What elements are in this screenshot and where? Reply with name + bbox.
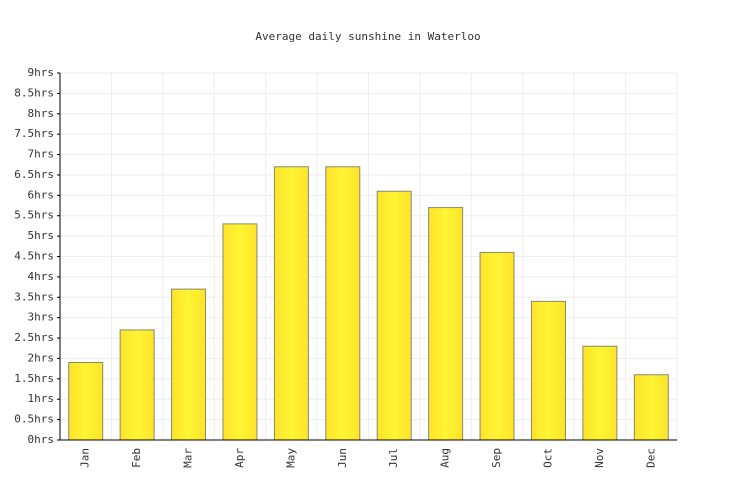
y-tick-label: 7hrs	[28, 148, 55, 161]
x-tick-label: May	[284, 448, 297, 468]
x-tick-label: Mar	[182, 448, 195, 468]
bar	[428, 207, 464, 441]
x-tick-label: Oct	[541, 448, 554, 468]
y-tick-label: 8hrs	[28, 107, 55, 120]
x-tick-label: Nov	[593, 448, 606, 468]
x-tick-label: Jul	[387, 448, 400, 468]
x-tick-label: Jan	[79, 448, 92, 468]
y-tick-label: 5.5hrs	[14, 209, 54, 222]
bar	[582, 345, 618, 441]
y-tick-label: 6.5hrs	[14, 168, 54, 181]
x-tick-label: Sep	[490, 448, 503, 468]
x-tick-label: Feb	[130, 448, 143, 468]
y-tick-label: 0.5hrs	[14, 413, 54, 426]
chart-title: Average daily sunshine in Waterloo	[255, 30, 480, 43]
bar	[171, 288, 207, 441]
bar	[633, 374, 669, 441]
y-tick-label: 1hrs	[28, 392, 55, 405]
x-tick-label: Aug	[439, 448, 452, 468]
y-tick-label: 9hrs	[28, 66, 55, 79]
bar	[325, 166, 361, 441]
bar	[222, 223, 258, 441]
x-tick-label: Jun	[336, 448, 349, 468]
y-tick-label: 3hrs	[28, 311, 55, 324]
y-tick-label: 2.5hrs	[14, 331, 54, 344]
y-tick-label: 4.5hrs	[14, 250, 54, 263]
bar	[273, 166, 309, 441]
x-tick-label: Dec	[644, 448, 657, 468]
y-tick-label: 7.5hrs	[14, 127, 54, 140]
y-tick-label: 2hrs	[28, 351, 55, 364]
y-tick-label: 3.5hrs	[14, 290, 54, 303]
y-tick-label: 0hrs	[28, 433, 55, 446]
y-tick-label: 4hrs	[28, 270, 55, 283]
bar	[479, 251, 515, 441]
bar	[530, 300, 566, 441]
y-tick-label: 1.5hrs	[14, 372, 54, 385]
y-tick-label: 5hrs	[28, 229, 55, 242]
y-tick-label: 6hrs	[28, 188, 55, 201]
bar	[119, 329, 155, 441]
bar	[376, 190, 412, 441]
bar	[68, 362, 104, 441]
y-tick-label: 8.5hrs	[14, 86, 54, 99]
x-tick-label: Apr	[233, 448, 246, 468]
